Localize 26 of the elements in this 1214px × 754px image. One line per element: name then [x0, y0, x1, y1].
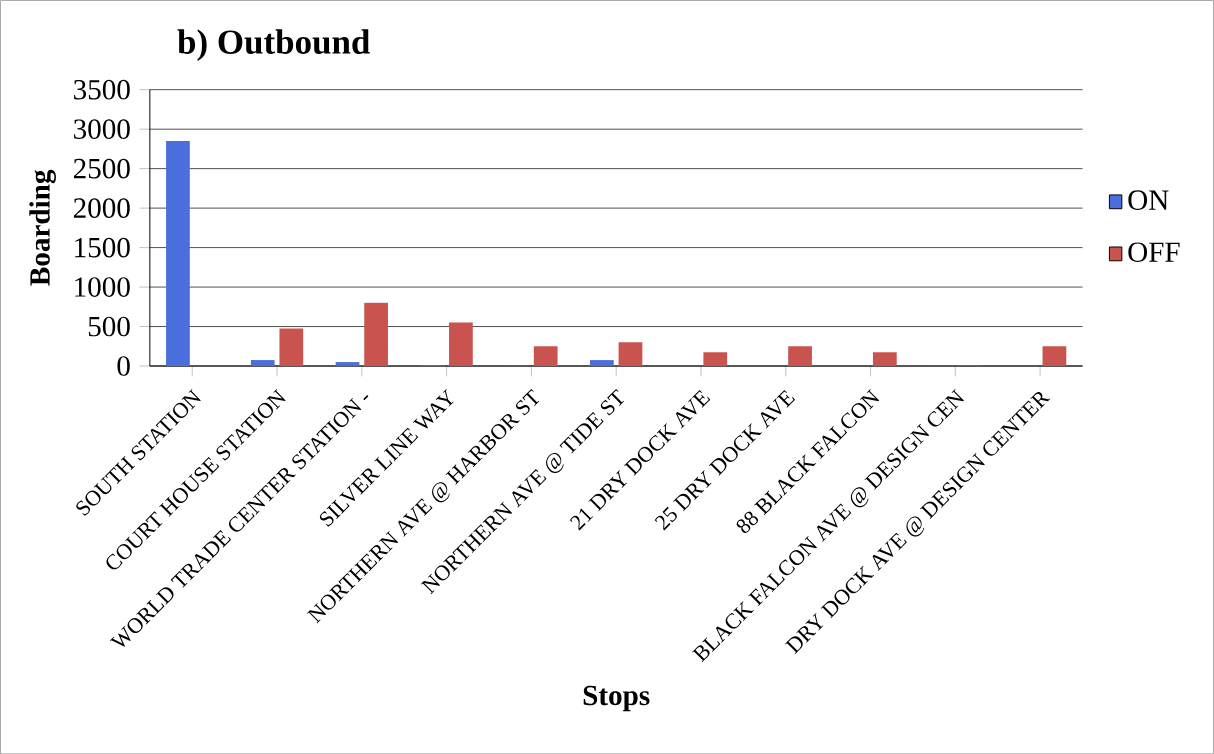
bar	[872, 352, 897, 366]
bar	[590, 359, 614, 366]
bar	[250, 359, 275, 366]
chart-title: b) Outbound	[177, 29, 370, 61]
y-axis-title: Boarding	[29, 169, 56, 286]
y-tick-label: 3000	[74, 119, 130, 139]
y-tick-label: 2000	[73, 198, 130, 218]
x-axis-title: Stops	[583, 685, 650, 712]
bar	[788, 346, 812, 366]
bar	[335, 361, 360, 366]
bar	[364, 302, 388, 366]
y-tick-label: 0	[117, 356, 130, 376]
y-tick-label: 3500	[74, 79, 130, 100]
legend-label: ON	[1128, 190, 1169, 210]
bar	[449, 322, 473, 366]
bar	[1042, 346, 1067, 366]
bar	[703, 352, 728, 366]
y-tick-label: 1500	[75, 237, 130, 258]
legend-label: OFF	[1128, 242, 1180, 262]
bar	[279, 328, 304, 366]
y-tick-label: 2500	[73, 158, 130, 179]
bar	[166, 140, 190, 366]
bar	[533, 346, 558, 366]
y-tick-label: 500	[88, 316, 130, 337]
y-tick-label: 1000	[75, 277, 130, 297]
bar	[618, 342, 643, 366]
